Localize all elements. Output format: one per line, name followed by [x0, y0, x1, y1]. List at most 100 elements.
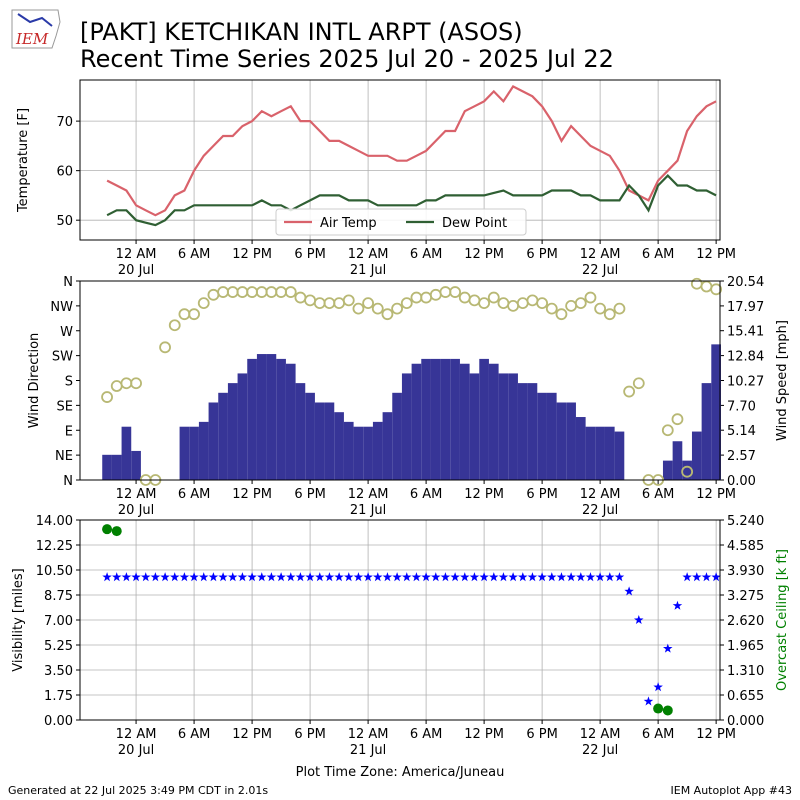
x-tick-label: 12 PM [696, 247, 736, 262]
bar [479, 358, 489, 480]
y2-axis-label: Overcast Ceiling [k ft] [775, 549, 790, 691]
star-point [382, 572, 393, 582]
x-tick-label: 12 AM 20 Jul [116, 727, 157, 758]
star-point [315, 572, 325, 582]
y-axis-label: Visibility [miles] [11, 568, 26, 671]
star-point [257, 572, 267, 582]
star-point [228, 572, 238, 582]
legend-box [275, 208, 527, 236]
bar [527, 383, 538, 480]
bar [421, 358, 431, 480]
bar [256, 354, 267, 480]
x-tick-label: 12 AM 20 Jul [116, 247, 157, 278]
point [362, 297, 374, 310]
point [197, 297, 210, 310]
x-tick-label: 12 PM [464, 487, 504, 502]
x-tick-label: 12 PM [696, 487, 736, 502]
title: [PAKT] KETCHIKAN INTL ARPT (ASOS) [80, 18, 523, 46]
bar [469, 373, 480, 480]
y-tick-label: 12.25 [36, 539, 73, 554]
star-point [547, 572, 557, 582]
star-point [199, 572, 209, 582]
point [207, 288, 220, 301]
point [681, 465, 694, 478]
star-point [460, 572, 470, 582]
star-point [102, 572, 112, 582]
bar [218, 392, 228, 480]
star-point [276, 572, 286, 582]
point [178, 308, 191, 321]
star-point [363, 572, 373, 582]
plot-area [102, 524, 721, 716]
star-point [663, 643, 673, 653]
legend-label: Dew Point [442, 216, 507, 231]
star-point [566, 572, 576, 582]
point [111, 526, 122, 537]
point [536, 297, 549, 310]
point [323, 297, 336, 310]
star-point [131, 572, 141, 582]
star-point [305, 572, 315, 582]
point [690, 277, 703, 290]
point [555, 308, 568, 321]
y2-tick-label: 1.965 [727, 639, 764, 654]
point [545, 302, 558, 315]
x-tick-label: 12 PM [464, 247, 504, 262]
point [487, 291, 500, 304]
star-point [643, 696, 654, 706]
y-tick-label: N [63, 275, 73, 290]
point [371, 302, 384, 315]
star-point [518, 572, 528, 582]
bar [614, 431, 625, 480]
bar [701, 383, 712, 480]
bar [247, 358, 257, 480]
x-tick-label: 12 AM 22 Jul [580, 247, 621, 278]
bar [189, 426, 199, 480]
logo-text: IEM [15, 30, 49, 48]
bar [566, 402, 576, 480]
y-tick-label: 50 [56, 214, 73, 229]
star-point [189, 572, 199, 582]
point [246, 286, 258, 298]
bar [459, 363, 470, 480]
x-tick-label: 6 PM [526, 487, 557, 502]
star-point [682, 572, 692, 582]
x-tick-label: 6 PM [294, 727, 325, 742]
footer-left: Generated at 22 Jul 2025 3:49 PM CDT in … [8, 784, 268, 797]
bar [285, 363, 296, 480]
bar [392, 392, 402, 480]
bar [227, 383, 238, 480]
x-tick-label: 12 AM 21 Jul [348, 727, 389, 758]
bar [585, 426, 596, 480]
point [410, 291, 423, 304]
star-point [160, 572, 170, 582]
y-tick-label: 7.00 [44, 614, 73, 629]
bar [498, 373, 509, 480]
point [120, 377, 133, 390]
bar [430, 358, 441, 480]
x-tick-label: 6 AM [178, 487, 211, 502]
star-point [701, 572, 712, 582]
panel: 12 AM 20 Jul 6 AM 12 PM 6 PM 12 AM 21 Jul 6 AM 1… [16, 79, 736, 278]
x-tick-label: 12 AM 20 Jul [116, 487, 157, 518]
star-point [653, 682, 663, 692]
y2-tick-label: 5.240 [727, 514, 764, 529]
y-tick-label: N [63, 474, 73, 489]
x-tick-label: 12 AM 22 Jul [580, 487, 621, 518]
star-point [208, 572, 219, 582]
x-tick-label: 12 PM [696, 727, 736, 742]
star-point [373, 572, 383, 582]
y-tick-label: 8.75 [44, 589, 73, 604]
star-point [431, 572, 441, 582]
point [497, 297, 510, 310]
point [565, 299, 578, 312]
bar [111, 454, 122, 480]
axes-frame [79, 519, 721, 721]
point [594, 302, 607, 315]
point [265, 286, 278, 298]
point [526, 294, 539, 307]
point [623, 385, 636, 398]
point [478, 297, 491, 310]
bar [604, 426, 615, 480]
